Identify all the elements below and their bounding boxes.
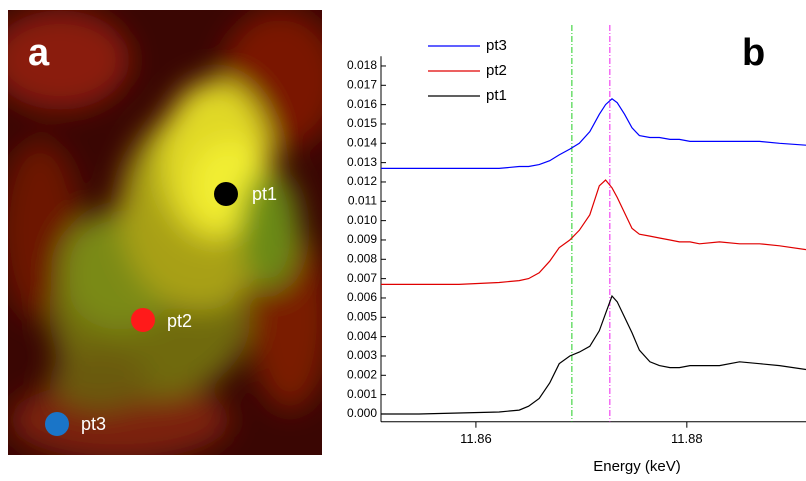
y-tick-label: 0.010 (347, 213, 377, 227)
legend-label: pt1 (486, 87, 507, 104)
point-label: pt3 (81, 414, 106, 434)
y-tick-label: 0.017 (347, 77, 377, 91)
y-tick-label: 0.006 (347, 290, 377, 304)
x-tick-label: 11.86 (460, 431, 492, 446)
y-tick-label: 0.012 (347, 174, 377, 188)
y-tick-label: 0.013 (347, 155, 377, 169)
y-tick-label: 0.000 (347, 406, 377, 420)
point-label: pt2 (167, 311, 192, 331)
series-line (381, 179, 806, 285)
micrograph (8, 10, 322, 455)
series-line (381, 98, 806, 169)
y-tick-label: 0.011 (348, 193, 377, 207)
y-tick-label: 0.005 (347, 309, 377, 323)
point-marker (214, 182, 238, 206)
panel-label: b (742, 32, 765, 74)
legend-label: pt2 (486, 62, 507, 79)
y-tick-label: 0.003 (347, 348, 377, 362)
point-marker (45, 412, 69, 436)
y-tick-label: 0.009 (347, 232, 377, 246)
point-marker (131, 308, 155, 332)
y-tick-label: 0.002 (347, 367, 377, 381)
y-tick-label: 0.007 (347, 271, 377, 285)
y-tick-label: 0.008 (347, 251, 377, 265)
point-label: pt1 (252, 184, 277, 204)
y-tick-label: 0.014 (347, 135, 377, 149)
x-axis-title: Energy (keV) (593, 458, 681, 475)
legend-label: pt3 (486, 37, 507, 54)
panel-label: a (28, 32, 50, 74)
y-tick-label: 0.001 (347, 387, 377, 401)
y-tick-label: 0.004 (347, 329, 377, 343)
y-tick-label: 0.015 (347, 116, 377, 130)
y-tick-label: 0.018 (347, 58, 377, 72)
series-line (381, 294, 806, 415)
y-tick-label: 0.016 (347, 97, 377, 111)
x-tick-label: 11.88 (671, 431, 703, 446)
